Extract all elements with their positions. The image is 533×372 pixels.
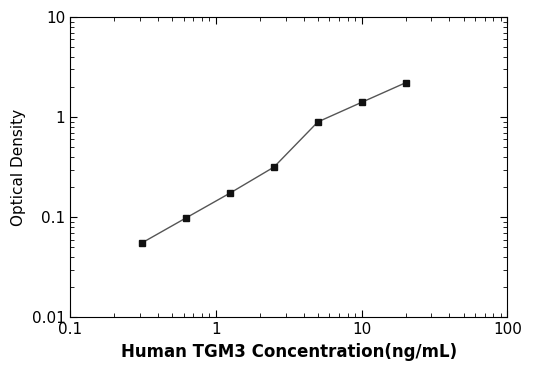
X-axis label: Human TGM3 Concentration(ng/mL): Human TGM3 Concentration(ng/mL) bbox=[121, 343, 457, 361]
Y-axis label: Optical Density: Optical Density bbox=[11, 109, 26, 226]
